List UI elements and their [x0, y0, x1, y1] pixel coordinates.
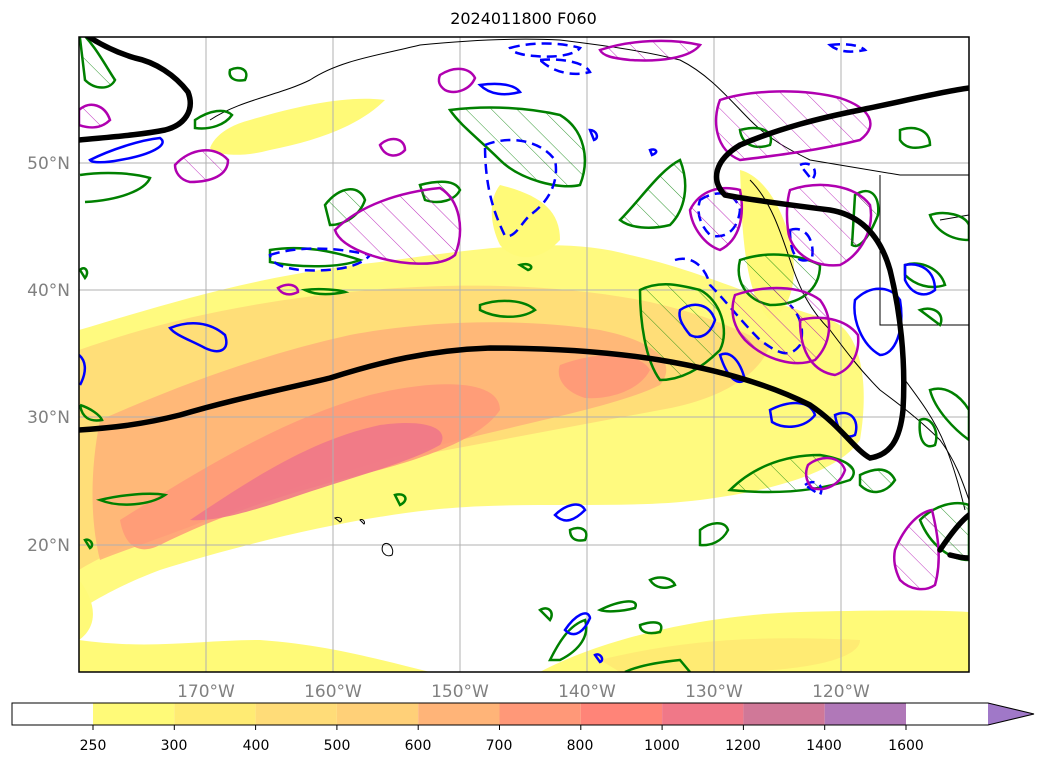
colorbar-swatch: [418, 703, 500, 725]
lat-label-20: 20°N: [27, 536, 70, 556]
magenta-hatched-contours: [79, 39, 940, 591]
colorbar-tick-label: 300: [161, 738, 188, 754]
lon-label-150w: 150°W: [431, 682, 489, 702]
colorbar-tick-label: 250: [80, 738, 107, 754]
colorbar-tick-label: 1000: [644, 738, 680, 754]
colorbar: 250 300 400 500 600 700 800 1000 1200 14…: [11, 702, 1035, 754]
colorbar-tick-label: 1200: [725, 738, 761, 754]
colorbar-ticks: [92, 725, 907, 730]
colorbar-swatch: [93, 703, 175, 725]
colorbar-swatch: [580, 703, 663, 725]
colorbar-swatch: [255, 703, 337, 725]
colorbar-tick-label: 1400: [806, 738, 842, 754]
blue-contours: [79, 82, 937, 664]
magenta-contours: [276, 67, 860, 491]
colorbar-tick-labels: 250 300 400 500 600 700 800 1000 1200 14…: [80, 738, 924, 754]
longitude-labels: 170°W 160°W 150°W 140°W 130°W 120°W: [177, 682, 870, 702]
lon-label-160w: 160°W: [304, 682, 362, 702]
colorbar-tick-label: 600: [405, 738, 432, 754]
colorbar-swatch: [662, 703, 744, 725]
colorbar-swatch: [336, 703, 419, 725]
colorbar-outline: [11, 702, 1035, 726]
lon-label-120w: 120°W: [812, 682, 870, 702]
map-title: 2024011800 F060: [450, 9, 597, 28]
colorbar-swatch: [499, 703, 581, 725]
lat-label-30: 30°N: [27, 408, 70, 428]
ivt-thick-contours: [79, 37, 969, 561]
green-hatched-contours: [79, 37, 969, 562]
colorbar-tick-label: 500: [324, 738, 351, 754]
colorbar-tick-label: 1600: [888, 738, 924, 754]
colorbar-swatches: [12, 703, 1034, 725]
colorbar-extend-triangle: [988, 703, 1034, 725]
lon-label-130w: 130°W: [685, 682, 743, 702]
latitude-labels: 50°N 40°N 30°N 20°N: [27, 154, 70, 556]
colorbar-swatch: [174, 703, 256, 725]
lat-label-50: 50°N: [27, 154, 70, 174]
coastlines: [209, 38, 969, 557]
lat-label-40: 40°N: [27, 281, 70, 301]
colorbar-tick-label: 700: [486, 738, 513, 754]
colorbar-swatch: [824, 703, 906, 725]
lon-label-170w: 170°W: [177, 682, 235, 702]
colorbar-tick-label: 400: [243, 738, 270, 754]
colorbar-tick-label: 800: [567, 738, 594, 754]
green-contours: [79, 66, 969, 672]
colorbar-swatch: [12, 703, 93, 725]
map-panel: [79, 37, 969, 672]
lon-label-140w: 140°W: [558, 682, 616, 702]
colorbar-swatch: [743, 703, 825, 725]
map-frame: [78, 36, 970, 673]
